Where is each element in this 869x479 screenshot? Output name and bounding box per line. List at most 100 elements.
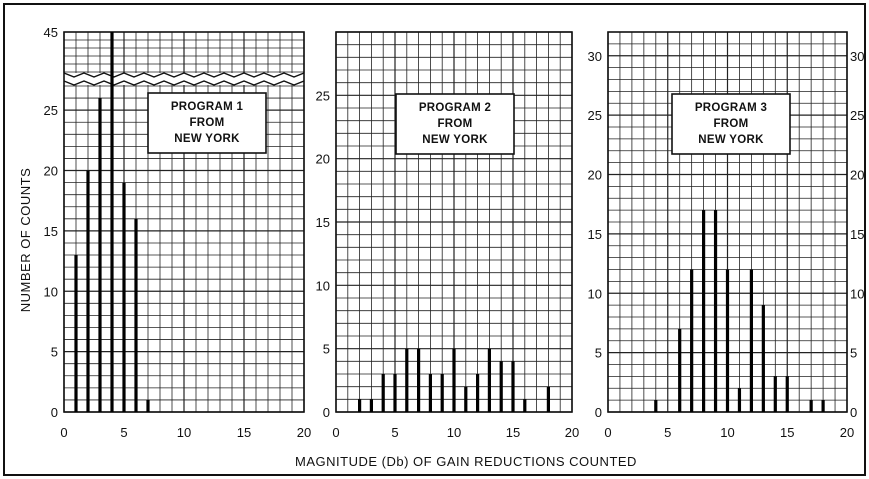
title-line-2: FROM	[713, 118, 748, 130]
x-tick-15: 15	[506, 425, 520, 440]
bar-x16	[523, 399, 527, 412]
x-tick-10: 10	[447, 425, 461, 440]
y-tick-right-30: 30	[850, 49, 864, 64]
y-tick-15: 15	[44, 224, 58, 239]
title-line-2: FROM	[437, 118, 472, 130]
bar-x15	[511, 361, 515, 412]
bar-x12	[476, 374, 480, 412]
bar-x10	[725, 269, 730, 412]
x-tick-10: 10	[720, 425, 734, 440]
x-tick-20: 20	[297, 425, 311, 440]
x-tick-5: 5	[664, 425, 671, 440]
y-tick-5: 5	[595, 346, 602, 361]
bar-x18	[821, 400, 825, 412]
y-tick-5: 5	[323, 342, 330, 357]
y-tick-5: 5	[51, 345, 58, 360]
x-tick-0: 0	[604, 425, 611, 440]
title-line-1: PROGRAM 2	[419, 102, 491, 114]
y-tick-right-20: 20	[850, 168, 864, 183]
bar-x8	[428, 374, 432, 412]
y-tick-0: 0	[323, 405, 330, 420]
bar-x2	[86, 170, 90, 412]
y-tick-20: 20	[44, 164, 58, 179]
bar-x7	[146, 399, 150, 412]
axis-break-line-lower	[63, 80, 305, 86]
x-axis-label: MAGNITUDE (Db) OF GAIN REDUCTIONS COUNTE…	[295, 454, 637, 469]
title-box	[395, 93, 515, 155]
bar-x8	[702, 210, 706, 412]
bar-x5	[393, 374, 397, 412]
bar-x7	[417, 348, 421, 412]
bar-x3	[369, 399, 373, 412]
bar-x18	[546, 386, 550, 412]
y-tick-10: 10	[316, 278, 330, 293]
y-tick-15: 15	[588, 227, 602, 242]
bar-x6	[678, 328, 682, 412]
x-tick-5: 5	[120, 425, 127, 440]
panel-1: 45 PROGRAM 1 FROM NEW YORK 0 5 10 15 20 0 5 10 15 20 2…	[44, 25, 312, 440]
bar-x7	[690, 269, 694, 412]
bar-x17	[809, 400, 813, 412]
bar-x9	[440, 374, 444, 412]
x-tick-10: 10	[177, 425, 191, 440]
title-line-1: PROGRAM 1	[171, 101, 244, 113]
x-tick-0: 0	[332, 425, 339, 440]
y-tick-right-0: 0	[850, 405, 857, 420]
bar-x11	[464, 386, 468, 412]
x-tick-5: 5	[391, 425, 398, 440]
bar-x1	[74, 255, 78, 412]
title-box	[147, 92, 267, 154]
panel-2: PROGRAM 2 FROM NEW YORK 0 5 10 15 20 0 5 10 15 20 25	[316, 31, 579, 440]
bar-x15	[785, 376, 789, 412]
bar-x4	[381, 374, 385, 412]
bar-x3	[98, 98, 102, 413]
bar-x14	[499, 361, 503, 412]
bar-x14	[773, 376, 777, 412]
y-tick-10: 10	[588, 286, 602, 301]
y-tick-right-5: 5	[850, 346, 857, 361]
title-line-1: PROGRAM 3	[695, 102, 767, 114]
y-tick-15: 15	[316, 215, 330, 230]
title-line-2: FROM	[189, 117, 224, 129]
y-tick-25: 25	[44, 103, 58, 118]
y-tick-30: 30	[588, 49, 602, 64]
title-box	[671, 93, 791, 155]
bar-x2	[358, 399, 362, 412]
y-tick-right-15: 15	[850, 227, 864, 242]
bar-x10	[452, 348, 456, 412]
x-tick-15: 15	[780, 425, 794, 440]
bar-x6	[405, 348, 409, 412]
panel-3: PROGRAM 3 FROM NEW YORK 0 5 10 15 20 0 5 10 15 20 25 3…	[588, 31, 864, 440]
y-axis-label: NUMBER OF COUNTS	[18, 168, 33, 313]
bar-x9	[713, 210, 718, 412]
y-tick-right-10: 10	[850, 286, 864, 301]
bar-x5	[122, 182, 126, 412]
bar-x11	[737, 388, 742, 412]
y-tick-25: 25	[588, 108, 602, 123]
plot-frame	[63, 31, 305, 413]
figure-border	[3, 3, 866, 476]
y-tick-right-25: 25	[850, 108, 864, 123]
y-tick-upper: 45	[44, 25, 58, 40]
x-tick-20: 20	[840, 425, 854, 440]
y-tick-20: 20	[316, 152, 330, 167]
x-tick-20: 20	[565, 425, 579, 440]
title-line-3: NEW YORK	[422, 134, 488, 146]
x-tick-15: 15	[237, 425, 251, 440]
bar-x13	[487, 348, 491, 412]
title-line-3: NEW YORK	[174, 133, 240, 145]
y-tick-10: 10	[44, 284, 58, 299]
bar-x13	[761, 305, 765, 412]
title-line-3: NEW YORK	[698, 134, 764, 146]
bar-x4	[110, 32, 114, 412]
axis-break-line-upper	[63, 72, 305, 78]
y-tick-0: 0	[51, 405, 58, 420]
bar-x12	[749, 269, 753, 412]
bar-x4	[654, 400, 658, 412]
y-tick-25: 25	[316, 88, 330, 103]
bar-x6	[134, 218, 138, 412]
y-tick-0: 0	[595, 405, 602, 420]
y-tick-20: 20	[588, 168, 602, 183]
x-tick-0: 0	[60, 425, 67, 440]
